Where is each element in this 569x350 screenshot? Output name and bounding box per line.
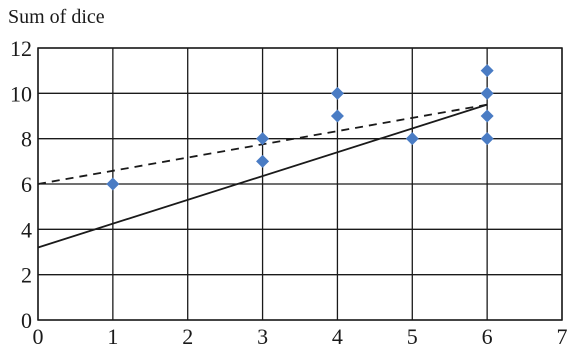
data-point-8: [480, 109, 494, 123]
x-tick-label: 2: [182, 324, 193, 349]
data-point-1: [106, 177, 120, 191]
data-point-5: [330, 86, 344, 100]
data-point-6: [405, 132, 419, 146]
solid-trend-line: [37, 103, 488, 249]
x-tick-label: 5: [407, 324, 418, 349]
data-point-7: [480, 132, 494, 146]
data-point-3: [256, 132, 270, 146]
x-tick-label: 4: [332, 324, 343, 349]
data-point-10: [480, 64, 494, 78]
y-tick-label: 0: [21, 308, 32, 333]
y-axis-title: Sum of dice: [8, 6, 105, 28]
y-tick-label: 2: [21, 263, 32, 288]
y-tick-label: 8: [21, 127, 32, 152]
x-tick-label: 0: [33, 324, 44, 349]
y-tick-label: 6: [21, 172, 32, 197]
data-point-9: [480, 86, 494, 100]
y-tick-label: 12: [10, 36, 32, 61]
y-tick-label: 10: [10, 81, 32, 106]
y-tick-labels: 0 2 4 6 8 10 12: [10, 36, 32, 333]
x-tick-labels: 0 1 2 3 4 5 6 7: [33, 324, 568, 349]
x-tick-label: 6: [482, 324, 493, 349]
x-tick-label: 1: [107, 324, 118, 349]
data-points: [106, 64, 494, 191]
x-tick-label: 3: [257, 324, 268, 349]
y-tick-label: 4: [21, 217, 32, 242]
x-tick-label: 7: [557, 324, 568, 349]
grid: [37, 47, 563, 321]
data-point-4: [330, 109, 344, 123]
data-point-2: [256, 154, 270, 168]
